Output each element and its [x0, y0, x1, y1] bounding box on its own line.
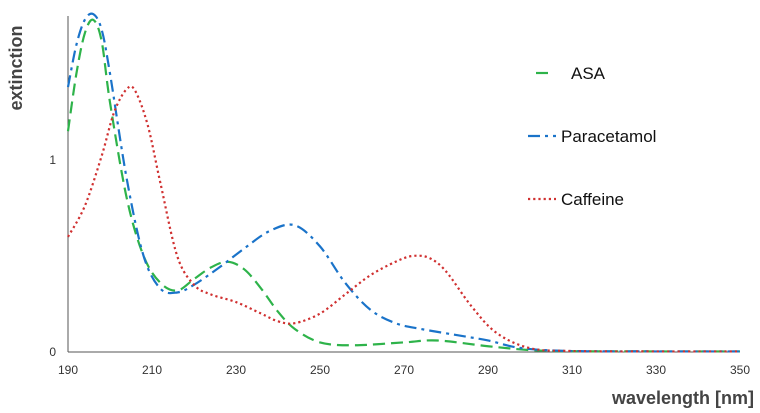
- x-tick-label: 210: [142, 363, 162, 377]
- x-tick-label: 330: [646, 363, 666, 377]
- x-tick-labels: 190 210 230 250 270 290 310 330 350: [58, 363, 750, 377]
- x-tick-label: 250: [310, 363, 330, 377]
- legend-label-paracetamol: Paracetamol: [561, 127, 656, 146]
- series-line-caffeine: [67, 85, 741, 353]
- x-tick-label: 310: [562, 363, 582, 377]
- axes: [67, 16, 740, 353]
- x-axis-title: wavelength [nm]: [611, 388, 754, 408]
- series-line-paracetamol: [66, 12, 741, 353]
- x-tick-label: 270: [394, 363, 414, 377]
- legend-label-asa: ASA: [571, 64, 606, 83]
- x-tick-label: 350: [730, 363, 750, 377]
- legend-label-caffeine: Caffeine: [561, 190, 624, 209]
- y-tick-labels: 01: [49, 153, 56, 359]
- y-tick-label: 0: [49, 345, 56, 359]
- x-tick-label: 190: [58, 363, 78, 377]
- series-line-asa: [66, 18, 741, 353]
- y-axis-title: extinction: [6, 25, 26, 110]
- legend: ASA Paracetamol Caffeine: [528, 64, 656, 209]
- series-lines: [66, 12, 741, 353]
- x-tick-label: 230: [226, 363, 246, 377]
- x-tick-label: 290: [478, 363, 498, 377]
- y-tick-label: 1: [49, 153, 56, 167]
